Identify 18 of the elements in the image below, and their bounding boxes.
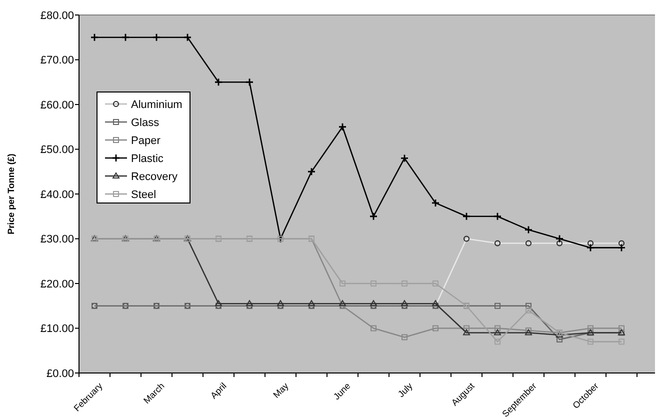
y-tick-label: £40.00 xyxy=(40,188,74,201)
y-tick-label: £60.00 xyxy=(40,99,74,112)
legend-label: Recovery xyxy=(131,170,178,183)
y-axis-title: Price per Tonne (£) xyxy=(6,154,16,234)
x-tick-label: July xyxy=(396,380,415,400)
y-tick-label: £50.00 xyxy=(40,144,74,156)
y-tick-label: £10.00 xyxy=(40,323,74,336)
y-tick-label: £0.00 xyxy=(46,368,74,380)
legend-label: Aluminium xyxy=(131,98,182,111)
legend-label: Paper xyxy=(131,134,161,147)
y-tick-label: £20.00 xyxy=(40,278,74,290)
y-tick-label: £30.00 xyxy=(40,234,74,246)
legend-label: Glass xyxy=(131,116,160,129)
x-tick-label: May xyxy=(271,380,291,400)
y-tick-label: £80.00 xyxy=(40,10,74,22)
legend-label: Steel xyxy=(131,188,156,201)
legend-label: Plastic xyxy=(131,152,164,165)
y-tick-label: £70.00 xyxy=(40,54,74,67)
